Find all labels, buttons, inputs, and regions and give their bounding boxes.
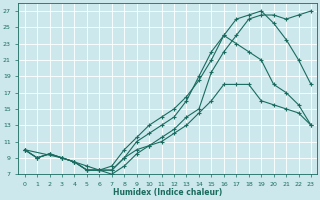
X-axis label: Humidex (Indice chaleur): Humidex (Indice chaleur) — [113, 188, 222, 197]
